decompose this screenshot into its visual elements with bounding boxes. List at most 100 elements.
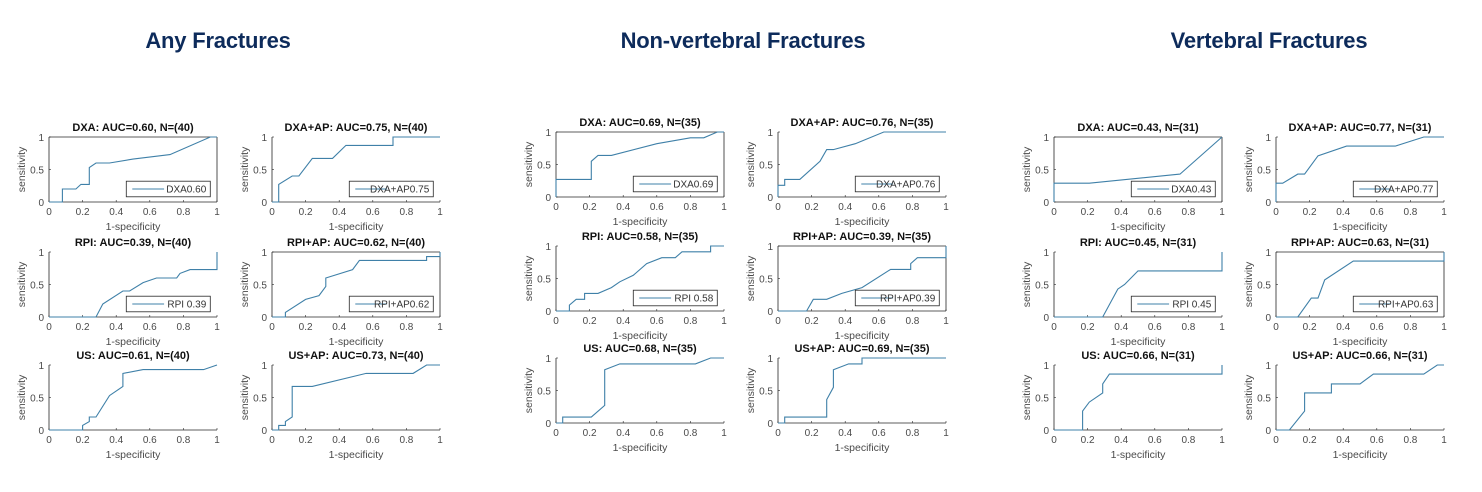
x-axis-label: 1-specificity	[1111, 449, 1167, 461]
legend: DXA0.43	[1130, 180, 1216, 198]
y-tick-label: 0	[261, 198, 267, 209]
legend-label: RPI+AP0.62	[374, 300, 430, 311]
panel-title: RPI: AUC=0.58, N=(35)	[582, 231, 699, 243]
x-tick-label: 0.6	[143, 435, 157, 446]
x-tick-label: 1	[437, 322, 443, 333]
x-axis-label: 1-specificity	[106, 221, 162, 233]
x-tick-label: 0	[46, 207, 52, 218]
x-axis-label: 1-specificity	[1333, 449, 1389, 461]
x-tick-label: 0.2	[1081, 322, 1095, 333]
x-tick-label: 0.4	[838, 316, 852, 327]
roc-panel: DXA+AP: AUC=0.76, N=(35) 0 0.2 0.4 0.6 0.8 1 0 0…	[745, 117, 949, 228]
legend-box	[1130, 295, 1216, 313]
x-axis-label: 1-specificity	[1333, 336, 1389, 348]
x-tick-label: 0	[269, 322, 275, 333]
legend-label: DXA+AP0.76	[876, 180, 936, 191]
y-tick-label: 1	[545, 242, 551, 253]
legend-box	[1352, 295, 1438, 313]
legend-box	[854, 175, 940, 193]
y-tick-label: 0	[767, 419, 773, 430]
x-tick-label: 0.8	[176, 435, 190, 446]
y-tick-label: 1	[261, 361, 267, 372]
roc-curve	[49, 252, 218, 318]
roc-curve	[1276, 364, 1444, 431]
y-tick-label: 1	[1265, 133, 1271, 144]
x-tick-label: 0.8	[176, 322, 190, 333]
x-axis-label: 1-specificity	[106, 336, 162, 348]
y-tick-label: 0	[38, 313, 44, 324]
y-axis-label: sensitivity	[523, 367, 535, 413]
roc-panel: US+AP: AUC=0.73, N=(40) 0 0.2 0.4 0.6 0.8 1 0 0.…	[239, 350, 443, 461]
y-axis-label: sensitivity	[1021, 146, 1033, 192]
y-tick-label: 1	[38, 133, 44, 144]
x-tick-label: 0.6	[366, 435, 380, 446]
y-axis-label: sensitivity	[16, 146, 28, 192]
roc-curve	[1053, 136, 1223, 202]
x-tick-label: 0.6	[650, 202, 664, 213]
x-tick-label: 1	[1219, 207, 1225, 218]
x-tick-label: 0.2	[805, 428, 819, 439]
x-tick-label: 0.4	[1336, 435, 1350, 446]
x-tick-label: 0.8	[1181, 207, 1195, 218]
y-tick-label: 0.5	[759, 161, 773, 172]
x-tick-label: 1	[721, 428, 727, 439]
y-axis-label: sensitivity	[16, 261, 28, 307]
roc-curve	[556, 357, 724, 424]
x-tick-label: 0.2	[76, 207, 90, 218]
x-tick-label: 0.2	[805, 202, 819, 213]
panel-title: DXA+AP: AUC=0.75, N=(40)	[285, 122, 428, 134]
panel-title: RPI+AP: AUC=0.62, N=(40)	[287, 237, 425, 249]
x-tick-label: 0.2	[76, 435, 90, 446]
x-tick-label: 0.4	[109, 322, 123, 333]
x-tick-label: 0.4	[838, 202, 852, 213]
x-tick-label: 0.2	[299, 322, 313, 333]
x-tick-label: 0.6	[1148, 207, 1162, 218]
x-tick-label: 0.2	[1303, 207, 1317, 218]
x-tick-label: 0.2	[583, 316, 597, 327]
x-tick-label: 0.6	[366, 322, 380, 333]
x-tick-label: 0.4	[616, 428, 630, 439]
legend: RPI+AP0.39	[854, 289, 940, 307]
y-tick-label: 1	[767, 354, 773, 365]
x-tick-label: 1	[1219, 322, 1225, 333]
legend-label: DXA0.69	[673, 180, 713, 191]
legend: DXA+AP0.77	[1352, 180, 1438, 198]
y-tick-label: 0.5	[1257, 166, 1271, 177]
x-tick-label: 0.4	[1336, 322, 1350, 333]
y-tick-label: 0	[1265, 198, 1271, 209]
x-tick-label: 0	[1273, 322, 1279, 333]
legend-label: RPI 0.39	[167, 300, 206, 311]
y-tick-label: 0.5	[537, 161, 551, 172]
y-tick-label: 1	[1043, 361, 1049, 372]
y-tick-label: 0	[38, 198, 44, 209]
x-tick-label: 0.2	[805, 316, 819, 327]
legend: DXA+AP0.76	[854, 175, 940, 193]
x-tick-label: 1	[943, 202, 949, 213]
y-axis-label: sensitivity	[16, 374, 28, 420]
legend-box	[125, 180, 211, 198]
x-axis-label: 1-specificity	[835, 330, 891, 342]
y-tick-label: 0.5	[1035, 394, 1049, 405]
y-tick-label: 0	[545, 193, 551, 204]
roc-panel: US: AUC=0.66, N=(31) 0 0.2 0.4 0.6 0.8 1 0 0.5 1 1…	[1021, 350, 1225, 461]
x-tick-label: 0.8	[905, 202, 919, 213]
roc-curve	[1054, 365, 1223, 431]
y-tick-label: 1	[767, 128, 773, 139]
roc-curve	[1054, 252, 1223, 318]
legend-box	[632, 175, 718, 193]
x-tick-label: 1	[1441, 207, 1447, 218]
panel-title: RPI: AUC=0.45, N=(31)	[1080, 237, 1197, 249]
x-tick-label: 0.6	[872, 428, 886, 439]
group-heading-non-vertebral-fractures: Non-vertebral Fractures	[620, 28, 866, 53]
y-tick-label: 0.5	[1035, 166, 1049, 177]
x-tick-label: 0.8	[1403, 322, 1417, 333]
x-tick-label: 0.4	[1114, 322, 1128, 333]
y-tick-label: 0.5	[1257, 394, 1271, 405]
x-tick-label: 0.8	[1403, 207, 1417, 218]
y-tick-label: 0	[545, 419, 551, 430]
y-tick-label: 0	[545, 307, 551, 318]
legend-box	[1130, 180, 1216, 198]
x-axis-label: 1-specificity	[613, 330, 669, 342]
x-axis-label: 1-specificity	[329, 221, 385, 233]
y-axis-label: sensitivity	[239, 374, 251, 420]
